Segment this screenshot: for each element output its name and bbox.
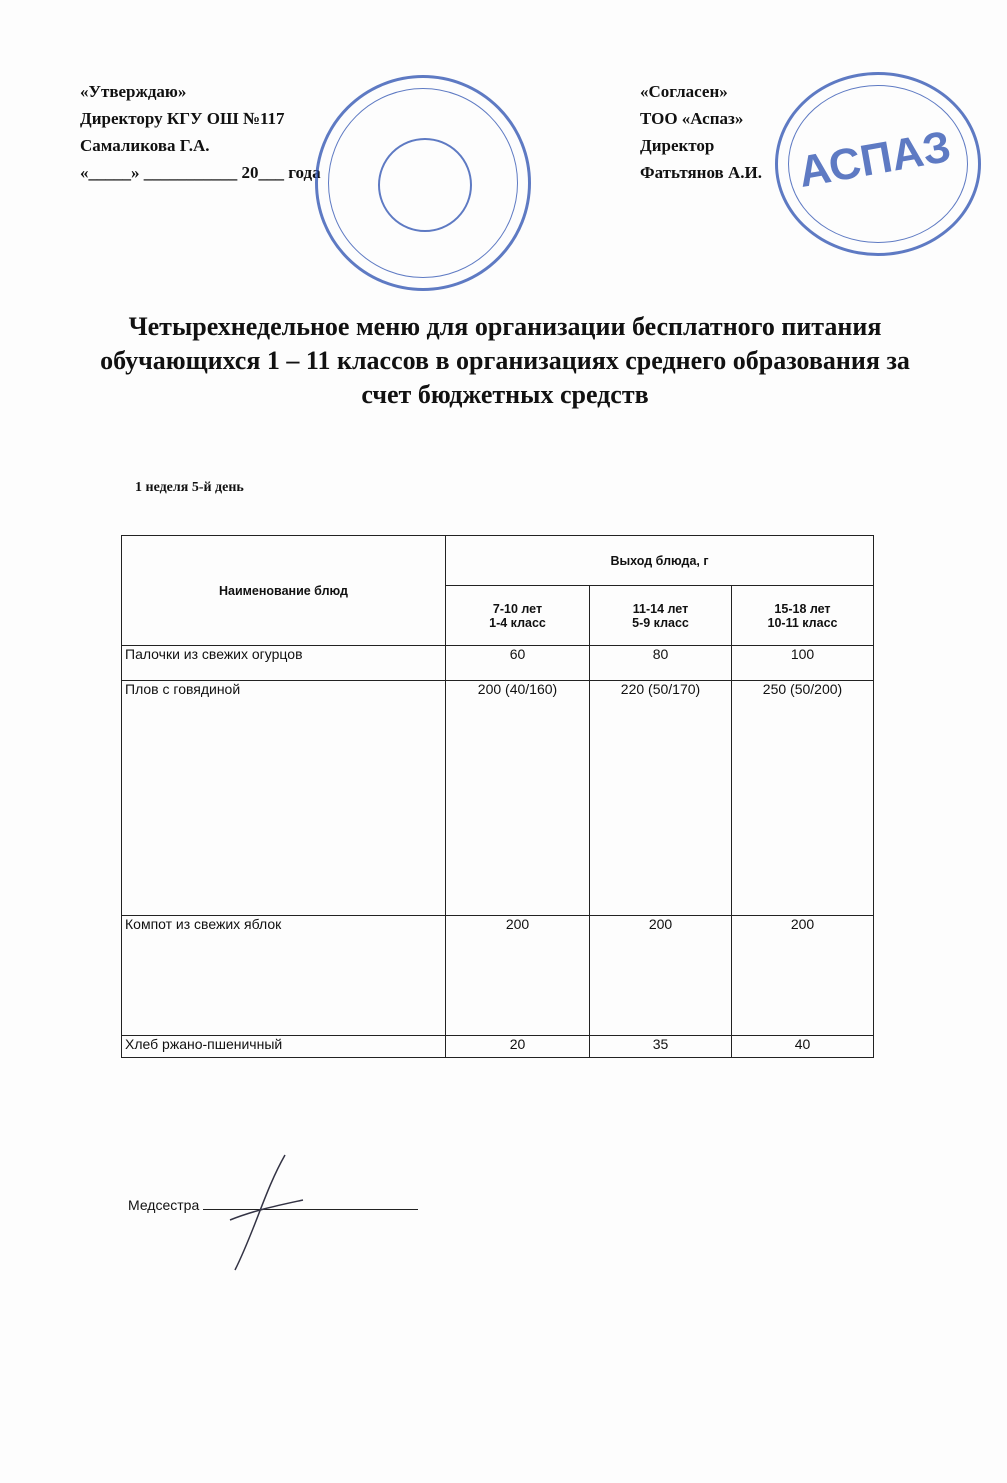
yield-value: 60 [445, 645, 590, 681]
yield-value: 200 [445, 915, 590, 1036]
header-dish-name: Наименование блюд [121, 535, 446, 646]
emblem-icon [378, 138, 472, 232]
yield-value: 200 [731, 915, 874, 1036]
nurse-label: Медсестра [128, 1197, 200, 1213]
table-row: Палочки из свежих огурцов 60 80 100 [121, 645, 874, 681]
approval-line: Директору КГУ ОШ №117 [80, 109, 285, 128]
menu-table: Наименование блюд Выход блюда, г 7-10 ле… [121, 535, 874, 1058]
agreement-block: «Согласен» ТОО «Аспаз» Директор Фатьтяно… [640, 78, 762, 186]
header-age-group: 15-18 лет 10-11 класс [731, 585, 874, 646]
agreement-line: Директор [640, 136, 715, 155]
table-row: Плов с говядиной 200 (40/160) 220 (50/17… [121, 680, 874, 916]
company-stamp: АСПАЗ [775, 72, 981, 256]
header-age-group: 7-10 лет 1-4 класс [445, 585, 590, 646]
yield-value: 20 [445, 1035, 590, 1058]
week-day-label: 1 неделя 5-й день [135, 480, 244, 495]
header-yield: Выход блюда, г [445, 535, 874, 586]
dish-name: Плов с говядиной [121, 680, 446, 916]
approval-line: «_____» ___________ 20___ года [80, 163, 321, 182]
table-row: Хлеб ржано-пшеничный 20 35 40 [121, 1035, 874, 1058]
nurse-signature-line: Медсестра [128, 1197, 419, 1213]
yield-value: 200 [589, 915, 732, 1036]
yield-value: 40 [731, 1035, 874, 1058]
approval-block: «Утверждаю» Директору КГУ ОШ №117 Самали… [80, 78, 321, 186]
dish-name: Хлеб ржано-пшеничный [121, 1035, 446, 1058]
yield-value: 35 [589, 1035, 732, 1058]
signature-scribble [229, 1154, 304, 1271]
dish-name: Палочки из свежих огурцов [121, 645, 446, 681]
agreement-title: «Согласен» [640, 82, 728, 101]
document-title: Четырехнедельное меню для организации бе… [100, 312, 910, 409]
school-stamp [315, 75, 531, 291]
table-row: Компот из свежих яблок 200 200 200 [121, 915, 874, 1036]
dish-name: Компот из свежих яблок [121, 915, 446, 1036]
yield-value: 250 (50/200) [731, 680, 874, 916]
agreement-line: ТОО «Аспаз» [640, 109, 744, 128]
yield-value: 80 [589, 645, 732, 681]
yield-value: 200 (40/160) [445, 680, 590, 916]
approval-line: Самаликова Г.А. [80, 136, 210, 155]
agreement-line: Фатьтянов А.И. [640, 163, 762, 182]
header-age-group: 11-14 лет 5-9 класс [589, 585, 732, 646]
yield-value: 220 (50/170) [589, 680, 732, 916]
yield-value: 100 [731, 645, 874, 681]
approval-title: «Утверждаю» [80, 82, 187, 101]
